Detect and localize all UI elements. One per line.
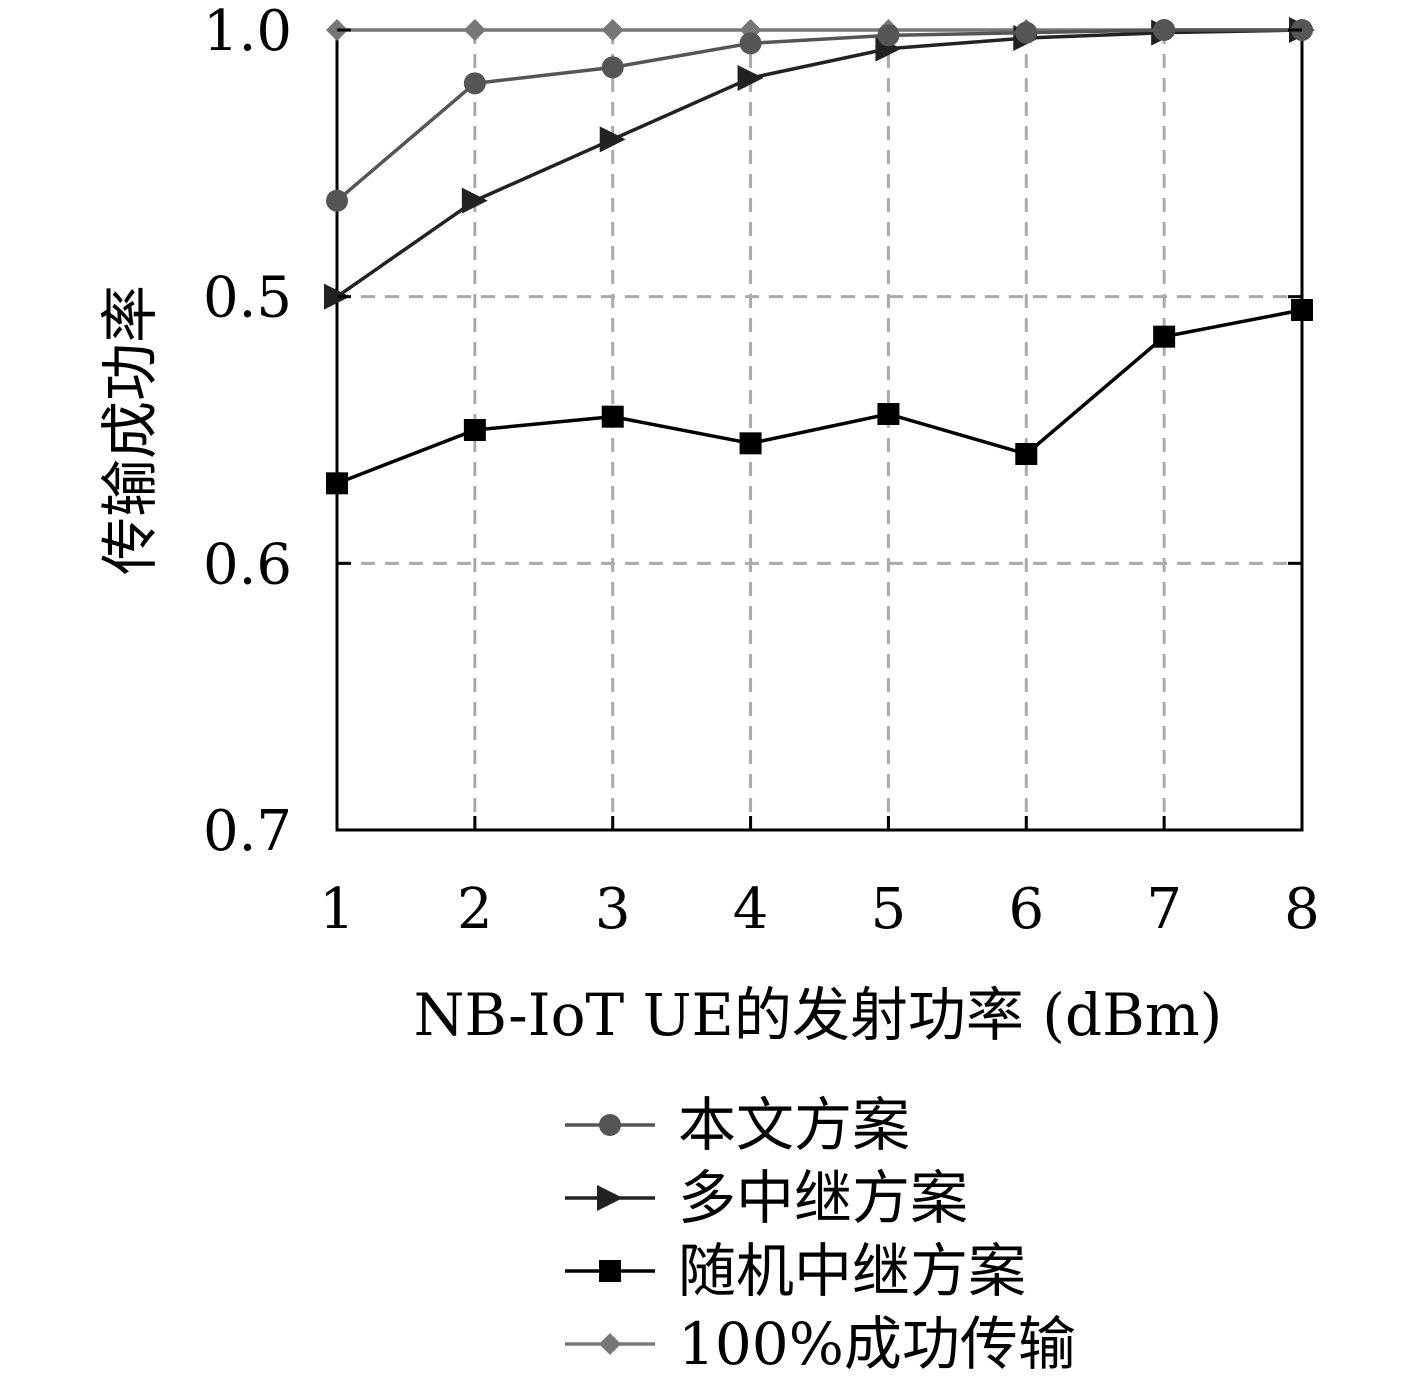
data-point — [737, 65, 764, 91]
x-tick-label: 1 — [319, 877, 355, 942]
legend-swatch-marker — [599, 1114, 621, 1136]
data-point — [601, 405, 624, 428]
data-point — [1153, 325, 1176, 348]
legend-swatch-marker — [599, 1333, 621, 1355]
data-point — [877, 24, 900, 47]
data-point — [463, 72, 486, 95]
legend-label: 随机中继方案 — [678, 1237, 1026, 1305]
series-line — [335, 28, 1302, 202]
x-tick-label: 6 — [1008, 877, 1044, 942]
x-tick-label: 2 — [457, 877, 493, 942]
series-2 — [326, 299, 1313, 495]
legend-swatch-marker — [599, 1260, 621, 1282]
data-point — [601, 56, 624, 79]
legend-entry: 100%成功传输 — [565, 1310, 1076, 1378]
series-0 — [326, 19, 1313, 212]
legend-label: 100%成功传输 — [678, 1310, 1076, 1378]
legend-entry: 本文方案 — [565, 1091, 910, 1159]
data-point — [739, 32, 762, 55]
y-tick-label: 0.6 — [203, 532, 292, 597]
data-point — [326, 189, 348, 212]
data-point — [463, 419, 486, 441]
data-point — [463, 19, 486, 41]
x-tick-label: 5 — [871, 877, 907, 942]
data-point — [601, 19, 624, 41]
y-tick-label: 0.5 — [203, 266, 292, 331]
x-tick-label: 3 — [595, 877, 631, 942]
data-point — [739, 432, 762, 455]
grid — [337, 30, 1302, 830]
x-tick-labels: 1 2 3 4 5 6 7 8 — [319, 816, 1320, 942]
y-tick-label: 0.7 — [203, 799, 292, 864]
data-point — [1291, 299, 1313, 321]
series-group — [324, 17, 1315, 495]
legend-entry: 随机中继方案 — [565, 1237, 1026, 1305]
data-point — [1153, 19, 1176, 41]
legend-entry: 多中继方案 — [565, 1164, 968, 1232]
x-axis-label: NB-IoT UE的发射功率 (dBm) — [414, 981, 1223, 1049]
series-line — [336, 308, 1303, 485]
series-1 — [324, 17, 1315, 310]
y-tick-labels: 1.0 0.5 0.6 0.7 — [203, 0, 1302, 864]
x-tick-label: 7 — [1146, 877, 1182, 942]
series-line — [335, 28, 1303, 299]
y-tick-label: 1.0 — [203, 0, 292, 64]
data-point — [1015, 443, 1038, 465]
data-point — [599, 126, 626, 153]
legend-label: 多中继方案 — [678, 1164, 968, 1232]
legend-swatch-marker — [597, 1185, 623, 1211]
data-point — [1015, 21, 1038, 44]
legend-label: 本文方案 — [678, 1091, 910, 1159]
data-point — [877, 403, 900, 425]
x-tick-label: 4 — [733, 877, 769, 942]
y-axis-label: 传输成功率 — [96, 285, 164, 575]
x-tick-label: 8 — [1284, 877, 1320, 942]
data-point — [326, 472, 348, 495]
data-point — [461, 187, 488, 214]
